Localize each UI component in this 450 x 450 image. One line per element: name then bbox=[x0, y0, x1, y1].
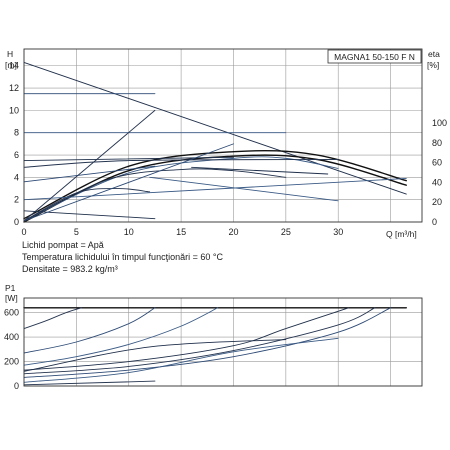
flow-axis-label: Q [m³/h] bbox=[386, 229, 417, 239]
series-curve bbox=[23, 156, 234, 162]
x-tick-label: 30 bbox=[333, 227, 343, 237]
series-curve bbox=[23, 337, 339, 383]
series-curve bbox=[23, 380, 156, 386]
model-box bbox=[327, 49, 422, 64]
eta-tick-label: 40 bbox=[432, 177, 442, 187]
series-curve bbox=[23, 165, 156, 183]
y-tick-label: 0 bbox=[14, 217, 19, 227]
series-curve bbox=[23, 178, 407, 201]
series-curve bbox=[23, 307, 83, 330]
power-chart-frame bbox=[23, 297, 423, 387]
y-tick-label: 2 bbox=[14, 195, 19, 205]
eta-tick-label: 60 bbox=[432, 158, 442, 168]
eta-axis-unit: [%] bbox=[427, 60, 439, 70]
x-tick-label: 5 bbox=[74, 227, 79, 237]
pumped-liquid-text: Lichid pompat = Apă bbox=[22, 240, 104, 250]
liquid-temperature-text: Temperatura lichidului în timpul funcţio… bbox=[22, 252, 223, 262]
eta-axis-label: eta bbox=[428, 49, 440, 59]
y-tick-label: 600 bbox=[4, 308, 19, 318]
power-chart-curves bbox=[23, 307, 407, 386]
series-curve bbox=[23, 210, 156, 220]
power-axis-unit: [W] bbox=[5, 293, 18, 303]
y-tick-label: 200 bbox=[4, 357, 19, 367]
series-curve bbox=[23, 307, 156, 354]
y-tick-label: 400 bbox=[4, 332, 19, 342]
head-chart-curves bbox=[23, 61, 407, 223]
density-text: Densitate = 983.2 kg/m³ bbox=[22, 264, 118, 274]
series-curve bbox=[191, 166, 329, 175]
series-curve bbox=[23, 307, 376, 375]
y-tick-label: 4 bbox=[14, 172, 19, 182]
y-tick-label: 6 bbox=[14, 150, 19, 160]
x-tick-label: 15 bbox=[176, 227, 186, 237]
head-axis-unit: [m] bbox=[5, 60, 17, 70]
head-chart-ticks: 0 2 4 6 8 10 12 14 0 5 10 15 20 25 30 0 20 40 60 80 100 bbox=[9, 61, 447, 237]
series-curve bbox=[23, 307, 392, 378]
y-tick-label: 0 bbox=[14, 381, 19, 391]
series-curve bbox=[23, 143, 234, 222]
y-tick-label: 12 bbox=[9, 83, 19, 93]
y-tick-label: 14 bbox=[9, 61, 19, 71]
head-axis-label: H bbox=[7, 49, 13, 59]
power-axis-label: P1 bbox=[5, 283, 16, 293]
x-tick-label: 0 bbox=[21, 227, 26, 237]
x-tick-label: 25 bbox=[281, 227, 291, 237]
series-curve bbox=[23, 154, 407, 223]
series-curve bbox=[23, 339, 287, 372]
series-curve bbox=[149, 176, 339, 202]
y-tick-label: 10 bbox=[9, 105, 19, 115]
head-chart-frame bbox=[23, 48, 423, 223]
x-tick-label: 20 bbox=[228, 227, 238, 237]
power-chart-ticks: 0 200 400 600 bbox=[4, 308, 19, 391]
eta-tick-label: 20 bbox=[432, 197, 442, 207]
series-curve bbox=[23, 188, 151, 222]
y-tick-label: 8 bbox=[14, 128, 19, 138]
series-curve bbox=[23, 168, 287, 222]
series-curve bbox=[23, 307, 219, 366]
series-curve bbox=[23, 149, 407, 220]
eta-tick-label: 80 bbox=[432, 138, 442, 148]
series-curve bbox=[23, 307, 350, 371]
eta-tick-label: 0 bbox=[432, 217, 437, 227]
model-name: MAGNA1 50-150 F N bbox=[334, 52, 415, 62]
series-curve bbox=[23, 109, 156, 222]
series-curve bbox=[23, 61, 407, 195]
eta-tick-label: 100 bbox=[432, 118, 447, 128]
x-tick-label: 10 bbox=[124, 227, 134, 237]
series-curve bbox=[23, 159, 339, 168]
